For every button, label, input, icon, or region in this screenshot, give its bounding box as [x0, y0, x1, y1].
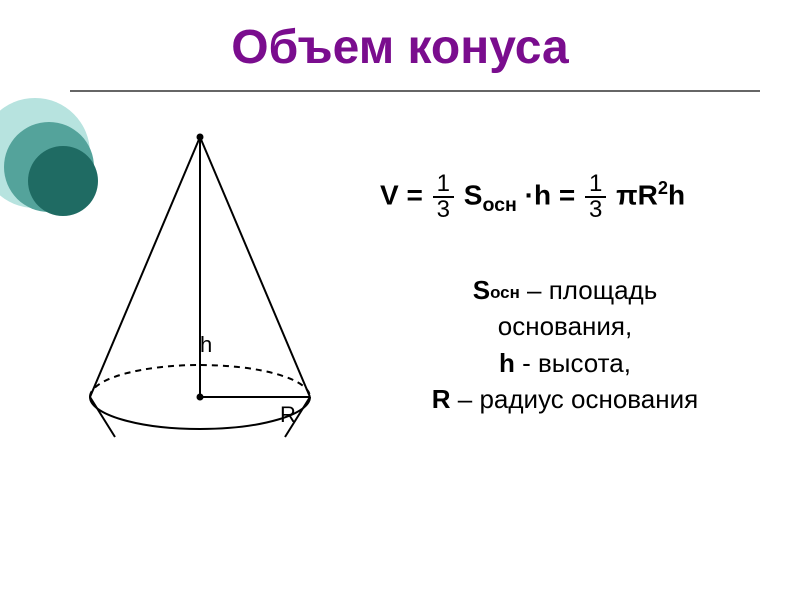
legend-line-3: h - высота,: [370, 345, 760, 381]
fraction-2: 1 3: [585, 172, 606, 222]
formula-S-sub: осн: [482, 194, 516, 216]
legend-line-1: Sосн – площадь: [370, 272, 760, 308]
frac2-den: 3: [585, 198, 606, 222]
legend-S-sub: осн: [490, 283, 520, 302]
legend-S-text: – площадь: [520, 275, 657, 305]
formula-mul: ·: [525, 179, 534, 210]
legend-block: Sосн – площадь основания, h - высота, R …: [370, 272, 760, 418]
legend-line-4: R – радиус основания: [370, 381, 760, 417]
legend-line-2: основания,: [370, 308, 760, 344]
formula-R: R: [638, 179, 658, 210]
label-radius: R: [280, 402, 296, 428]
page-title: Объем конуса: [0, 0, 800, 75]
legend-h-text: - высота,: [515, 348, 631, 378]
legend-S: S: [473, 275, 490, 305]
formula-V: V: [380, 179, 399, 210]
formula-eq2: =: [559, 179, 583, 210]
frac1-num: 1: [433, 172, 454, 198]
cone-diagram: [75, 132, 335, 457]
legend-h: h: [499, 348, 515, 378]
label-height: h: [200, 332, 212, 358]
formula-h1: h: [534, 179, 551, 210]
formula-S: S: [464, 179, 483, 210]
frac2-num: 1: [585, 172, 606, 198]
fraction-1: 1 3: [433, 172, 454, 222]
legend-R-text: – радиус основания: [451, 384, 699, 414]
formula-R-exp: 2: [658, 178, 668, 198]
content-area: h R V = 1 3 Sосн ·h = 1 3 πR2h Sосн – пл…: [0, 92, 800, 542]
volume-formula: V = 1 3 Sосн ·h = 1 3 πR2h: [380, 172, 685, 222]
legend-R: R: [432, 384, 451, 414]
formula-eq1: =: [406, 179, 430, 210]
frac1-den: 3: [433, 198, 454, 222]
cone-left-edge: [90, 137, 200, 397]
formula-pi: π: [616, 179, 637, 210]
cone-right-edge: [200, 137, 310, 397]
formula-h2: h: [668, 179, 685, 210]
cone-apex-dot: [197, 134, 204, 141]
cone-center-dot: [197, 394, 204, 401]
cone-base-front: [90, 397, 310, 429]
